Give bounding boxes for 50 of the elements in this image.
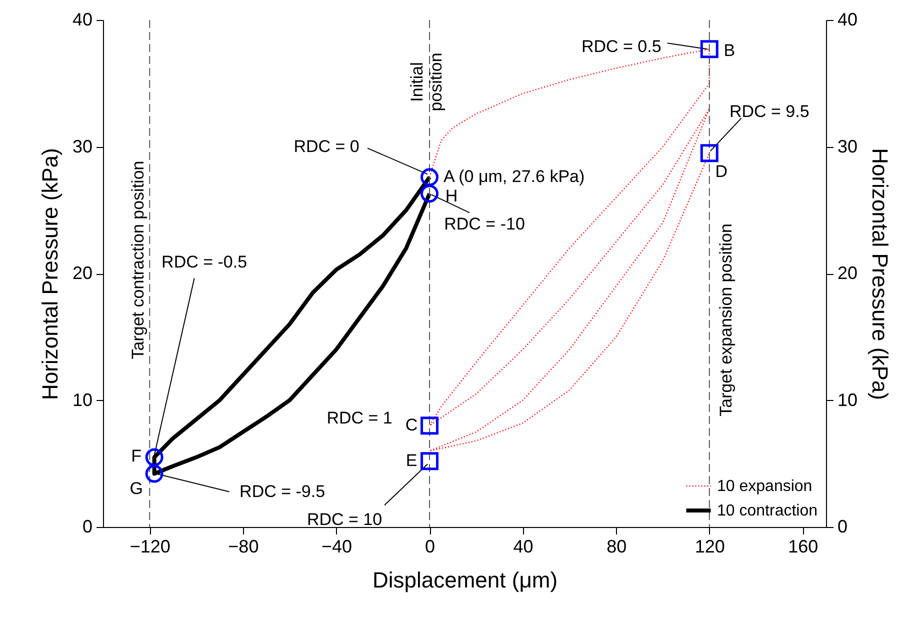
point [420,184,439,203]
point [700,40,718,58]
point [420,452,439,470]
annotation: H [445,186,458,206]
y-axis-title: Horizontal Pressure (kPa) [37,148,62,400]
ref-line-label: Initial position [408,52,446,112]
x-axis-title: Displacement (μm) [372,568,558,592]
x-tick-label: 80 [606,536,627,556]
x-tick-label: −80 [228,536,259,556]
annotation: RDC = 0 [294,137,360,156]
annotation: G [130,478,143,498]
x-tick-label: −120 [130,536,170,556]
y2-tick-label: 30 [838,136,858,156]
y2-tick-label: 0 [838,516,848,536]
annotation: RDC = 0.5 [581,37,662,56]
annotation: F [131,446,142,466]
annotation: D [715,162,728,182]
annotation: RDC = 1 [326,408,392,428]
annotation: RDC = -10 [444,214,525,234]
ref-line-label: Target expansion position [716,224,736,416]
point [145,464,164,483]
x-tick-label: 160 [788,536,818,556]
ref-line-label: Target contraction position [128,160,148,360]
annotation: RDC = -9.5 [240,482,326,501]
legend-label: 10 expansion [717,478,812,495]
annotation: C [405,416,418,435]
point [700,144,718,162]
y2-tick-label: 20 [838,263,858,283]
point [420,416,439,435]
annotation: E [406,451,418,470]
point [420,168,439,186]
y2-tick-label: 40 [838,10,858,30]
annotation: A (0 μm, 27.6 kPa) [444,167,585,186]
y-tick-label: 30 [72,136,92,156]
y-tick-label: 40 [72,10,92,30]
x-tick-label: 40 [513,536,534,556]
y2-axis-title: Horizontal Pressure (kPa) [868,148,893,400]
x-tick-label: 0 [425,536,436,556]
y-tick-label: 10 [72,390,92,410]
point [145,448,164,466]
annotation: B [724,41,736,60]
y-tick-label: 20 [72,263,92,283]
annotation: RDC = 9.5 [729,102,810,122]
x-tick-label: 120 [694,536,725,556]
annotation: RDC = -0.5 [162,252,248,272]
x-tick-label: −40 [321,536,352,556]
legend-label: 10 contraction [717,502,818,520]
annotation: RDC = 10 [306,510,382,530]
y-tick-label: 0 [82,516,92,536]
y2-tick-label: 10 [838,390,858,410]
